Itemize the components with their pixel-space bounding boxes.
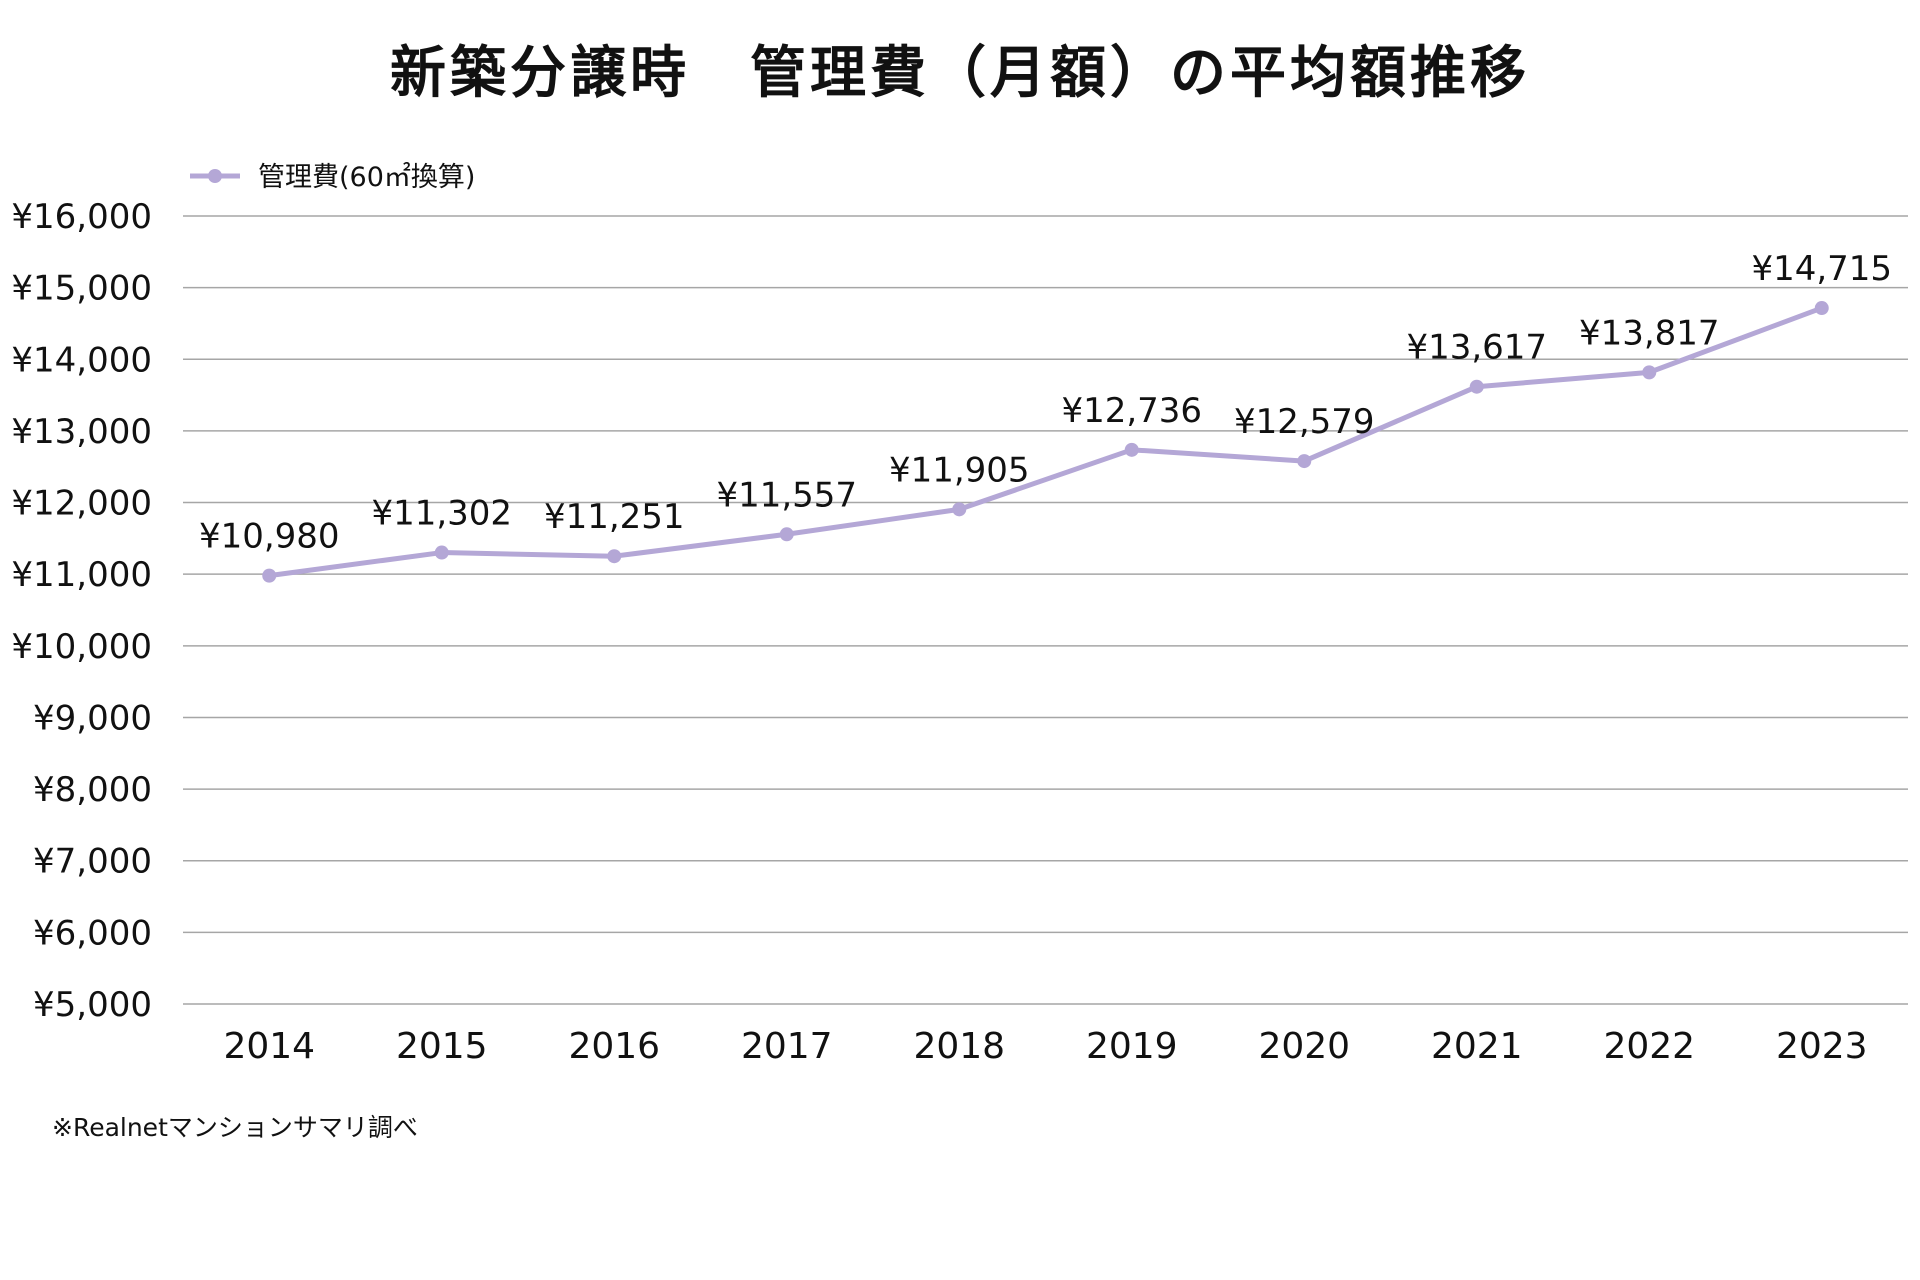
y-tick-label: ¥13,000 <box>11 412 152 452</box>
y-axis-tick-labels: ¥5,000 ¥6,000 ¥7,000 ¥8,000 ¥9,000 ¥10,000 ¥11… <box>11 197 152 1025</box>
x-tick-label: 2015 <box>396 1026 488 1067</box>
y-tick-label: ¥9,000 <box>33 698 152 738</box>
data-labels: ¥10,980 ¥11,302 ¥11,251 ¥11,557 ¥11,905 ¥12,7… <box>199 249 1892 557</box>
data-point <box>1814 301 1829 316</box>
data-label: ¥12,579 <box>1234 402 1375 442</box>
x-tick-label: 2022 <box>1603 1026 1695 1067</box>
legend-point-marker <box>208 169 222 183</box>
data-point <box>779 527 794 542</box>
x-tick-label: 2017 <box>741 1026 833 1067</box>
data-label: ¥14,715 <box>1751 249 1892 289</box>
y-tick-label: ¥5,000 <box>33 985 152 1025</box>
y-tick-label: ¥11,000 <box>11 555 152 595</box>
data-point <box>1297 454 1312 469</box>
y-tick-label: ¥8,000 <box>33 770 152 810</box>
data-label: ¥12,736 <box>1061 391 1202 431</box>
x-tick-label: 2018 <box>913 1026 1005 1067</box>
chart-title: 新築分譲時 管理費（月額）の平均額推移 <box>390 41 1530 106</box>
gridlines <box>183 215 1908 1005</box>
y-tick-label: ¥16,000 <box>11 197 152 237</box>
data-point <box>262 568 277 583</box>
series-points <box>262 301 1829 583</box>
y-tick-label: ¥6,000 <box>33 913 152 953</box>
data-label: ¥11,302 <box>371 494 512 534</box>
y-tick-label: ¥15,000 <box>11 269 152 309</box>
x-tick-label: 2021 <box>1431 1026 1523 1067</box>
data-point <box>434 545 449 560</box>
legend-entry: 管理費(60㎡換算) <box>258 162 475 193</box>
data-label: ¥13,617 <box>1406 328 1547 368</box>
data-point <box>952 502 967 517</box>
data-point <box>607 549 622 564</box>
y-tick-label: ¥10,000 <box>11 627 152 667</box>
y-tick-label: ¥14,000 <box>11 340 152 380</box>
x-tick-label: 2020 <box>1258 1026 1350 1067</box>
data-label: ¥11,557 <box>716 475 857 515</box>
x-tick-label: 2019 <box>1086 1026 1178 1067</box>
x-tick-label: 2014 <box>223 1026 315 1067</box>
data-point <box>1124 442 1139 457</box>
data-point <box>1642 365 1657 380</box>
data-label: ¥11,905 <box>889 450 1030 490</box>
source-note: ※Realnetマンションサマリ調べ <box>52 1113 418 1142</box>
data-point <box>1469 379 1484 394</box>
y-tick-label: ¥12,000 <box>11 484 152 524</box>
legend: 管理費(60㎡換算) <box>190 162 475 193</box>
x-axis-tick-labels: 2014 2015 2016 2017 2018 2019 2020 2021 2022 2023 <box>223 1026 1867 1067</box>
series-line-group <box>266 305 1825 579</box>
data-label: ¥13,817 <box>1579 313 1720 353</box>
x-tick-label: 2023 <box>1776 1026 1868 1067</box>
data-label: ¥11,251 <box>544 497 685 537</box>
data-label: ¥10,980 <box>199 517 340 557</box>
y-tick-label: ¥7,000 <box>33 842 152 882</box>
series-line <box>266 305 1825 579</box>
x-tick-label: 2016 <box>568 1026 660 1067</box>
